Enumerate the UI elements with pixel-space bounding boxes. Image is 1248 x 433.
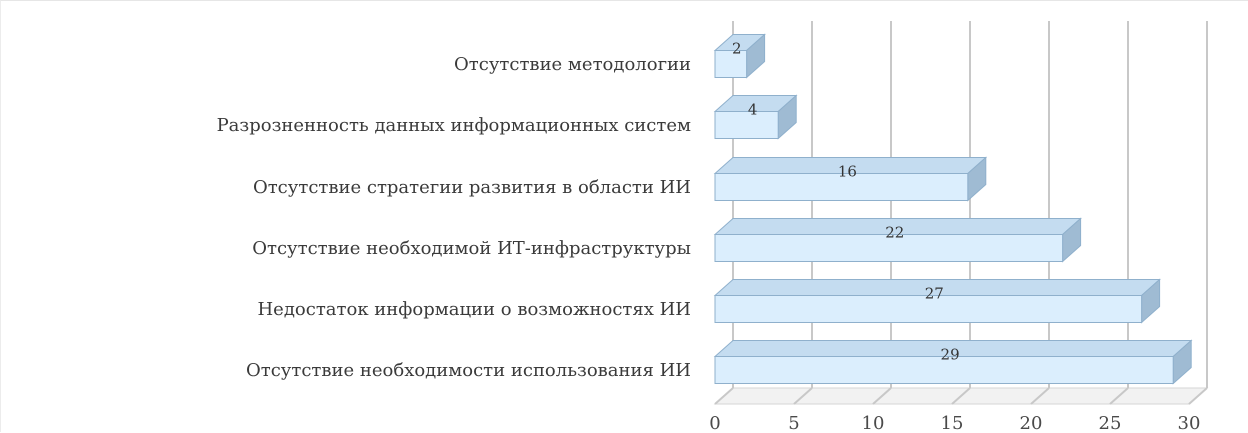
bar-front-face xyxy=(714,50,748,78)
bar-front-face xyxy=(714,111,779,139)
x-tick-label-25: 25 xyxy=(1099,413,1122,433)
x-axis-ticks: 0 5 10 15 20 25 30 xyxy=(709,413,1200,433)
bars: 2 4 16 22 27 29 xyxy=(713,33,1193,385)
bar-4 xyxy=(713,278,1161,324)
data-label-4: 27 xyxy=(925,285,944,303)
bar-front-face xyxy=(714,295,1143,323)
data-label-0: 2 xyxy=(732,40,742,58)
bar-front-face xyxy=(714,234,1064,262)
data-label-5: 29 xyxy=(941,346,960,364)
gridline-floor-20 xyxy=(1030,387,1050,405)
x-tick-label-15: 15 xyxy=(941,413,964,433)
gridline-floor-30 xyxy=(1188,387,1208,405)
bar-2 xyxy=(713,156,988,202)
data-label-1: 4 xyxy=(748,101,758,119)
category-label-2: Отсутствие стратегии развития в области … xyxy=(253,177,691,198)
bar-0 xyxy=(713,33,766,79)
x-tick-label-30: 30 xyxy=(1178,413,1201,433)
bar-5 xyxy=(713,339,1193,385)
x-tick-label-10: 10 xyxy=(862,413,885,433)
bar-3 xyxy=(713,217,1082,263)
data-label-2: 16 xyxy=(838,163,857,181)
x-tick-label-0: 0 xyxy=(709,413,720,433)
gridlines xyxy=(713,21,1209,405)
bar-front-face xyxy=(714,173,969,201)
gridline-floor-25 xyxy=(1109,387,1129,405)
category-label-5: Отсутствие необходимости использования И… xyxy=(246,360,691,381)
gridline-floor-5 xyxy=(793,387,813,405)
gridline-floor-0 xyxy=(714,387,734,405)
x-tick-label-20: 20 xyxy=(1020,413,1043,433)
category-label-4: Недостаток информации о возможностях ИИ xyxy=(257,299,691,320)
category-label-3: Отсутствие необходимой ИТ-инфраструктуры xyxy=(252,238,691,259)
bar-front-face xyxy=(714,356,1174,384)
x-tick-label-5: 5 xyxy=(788,413,799,433)
gridline-floor-10 xyxy=(872,387,892,405)
category-labels: Отсутствие методологии Разрозненность дан… xyxy=(217,54,691,381)
data-label-3: 22 xyxy=(885,224,904,242)
bar-1 xyxy=(713,94,798,140)
gridline-floor-15 xyxy=(951,387,971,405)
category-label-0: Отсутствие методологии xyxy=(454,54,691,75)
category-label-1: Разрозненность данных информационных сис… xyxy=(217,115,691,136)
